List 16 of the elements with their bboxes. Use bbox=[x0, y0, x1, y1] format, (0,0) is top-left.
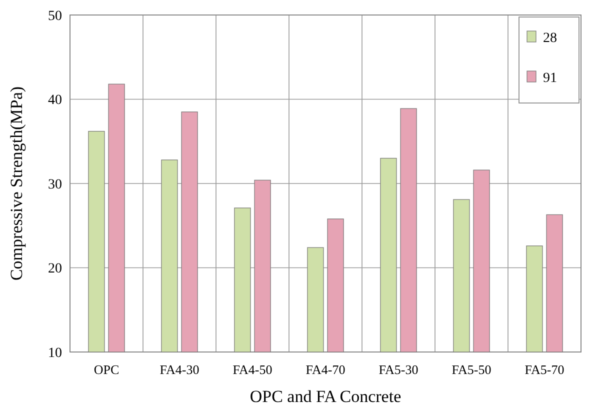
x-tick-label: FA5-50 bbox=[452, 362, 492, 377]
x-tick-label: FA5-70 bbox=[524, 362, 564, 377]
y-tick-label: 40 bbox=[48, 93, 62, 108]
x-axis-title: OPC and FA Concrete bbox=[250, 387, 402, 406]
x-tick-label: FA4-30 bbox=[160, 362, 200, 377]
x-tick-label: FA4-70 bbox=[306, 362, 346, 377]
y-tick-label: 50 bbox=[48, 8, 62, 24]
x-tick-label: FA4-50 bbox=[232, 362, 272, 377]
legend-label: 91 bbox=[543, 70, 557, 86]
x-tick-label: OPC bbox=[94, 362, 120, 377]
y-axis-title: Compressive Strength(MPa) bbox=[7, 86, 26, 281]
y-tick-label: 30 bbox=[48, 177, 62, 192]
legend-label: 28 bbox=[543, 30, 557, 46]
y-tick-label: 20 bbox=[48, 262, 62, 277]
y-tick-label: 10 bbox=[48, 346, 62, 361]
x-tick-label: FA5-30 bbox=[378, 362, 418, 377]
